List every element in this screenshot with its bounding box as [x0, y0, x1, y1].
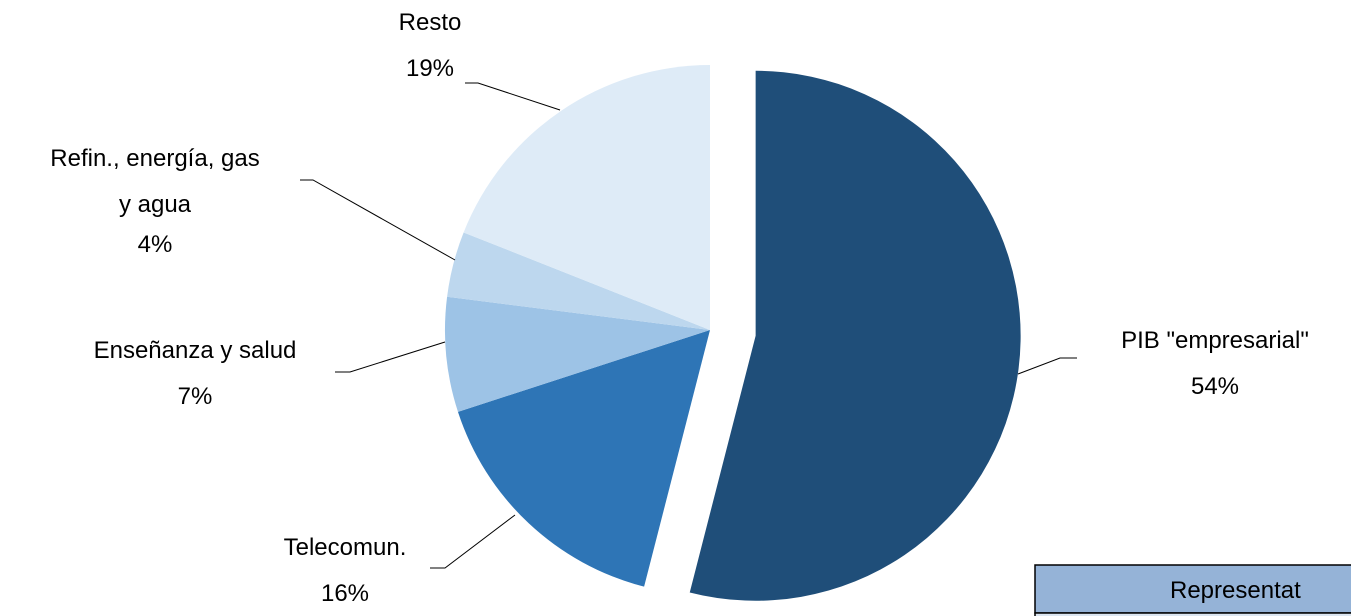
pie-slice [457, 330, 710, 587]
slice-label: Resto [399, 9, 462, 36]
leader-line [300, 179, 456, 261]
slice-value-label: 16% [321, 580, 369, 607]
pie-slice [447, 232, 710, 330]
slice-value-label: 19% [406, 55, 454, 82]
slice-label: Refin., energía, gas y agua [50, 145, 259, 218]
slice-value-label: 7% [178, 383, 213, 410]
table-header: Representat [1170, 577, 1301, 604]
pie-slice [445, 296, 710, 412]
slice-value-label: 54% [1191, 373, 1239, 400]
table-cell [1034, 612, 1351, 616]
pie-slice [463, 65, 710, 330]
leader-line [335, 341, 446, 373]
slice-label: Enseñanza y salud [94, 337, 297, 364]
leader-line [465, 82, 561, 111]
leader-line [430, 514, 516, 569]
table-header-cell [1034, 564, 1351, 614]
leader-line [1017, 357, 1077, 375]
slice-label: Telecomun. [284, 534, 407, 561]
slice-value-label: 4% [138, 231, 173, 258]
pie-slice [689, 70, 1021, 601]
slice-label: PIB "empresarial" [1121, 327, 1309, 354]
